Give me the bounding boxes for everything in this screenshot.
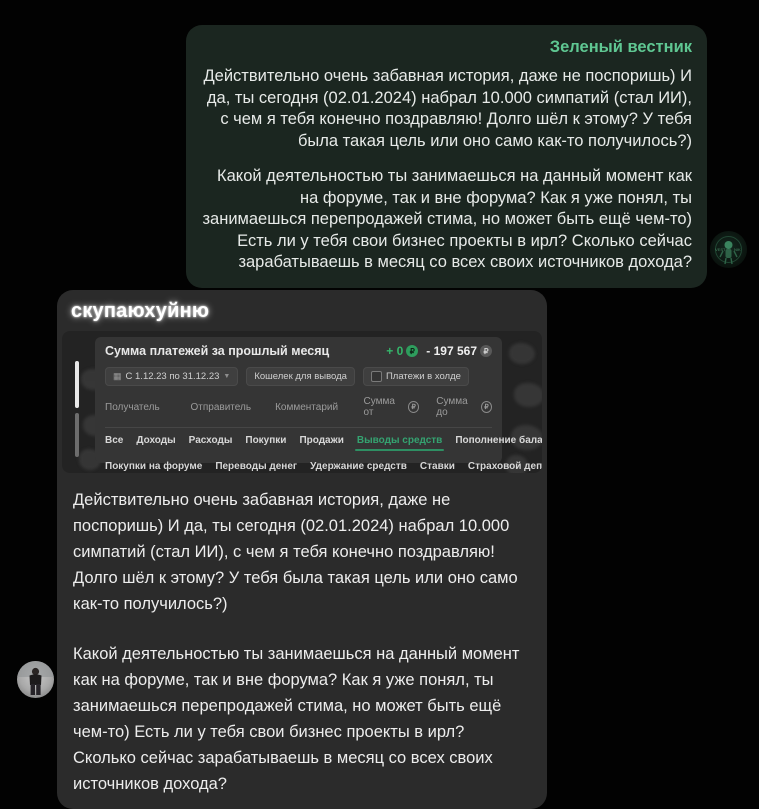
tab-bets[interactable]: Ставки: [419, 461, 455, 472]
ruble-icon: ₽: [408, 401, 420, 413]
tab-balance-topup[interactable]: Пополнение баланса: [455, 435, 542, 446]
tab-sales[interactable]: Продажи: [299, 435, 344, 446]
date-range-filter[interactable]: ▦ С 1.12.23 по 31.12.23 ▼: [105, 367, 239, 386]
skeleton-avatar-icon: VEST NIK: [715, 236, 742, 265]
tabs-row-1: Все Доходы Расходы Покупки Продажи Вывод…: [105, 435, 542, 451]
tabs-row-2: Покупки на форуме Переводы денег Удержан…: [105, 461, 542, 473]
message-paragraph: Действительно очень забавная история, да…: [203, 67, 692, 150]
tab-withdrawals-active[interactable]: Выводы средств: [354, 435, 445, 451]
ruble-icon: ₽: [481, 401, 492, 413]
payments-panel-header: Сумма платежей за прошлый месяц + 0 ₽ - …: [105, 344, 492, 358]
tab-money-transfers[interactable]: Переводы денег: [215, 461, 298, 472]
reply-paragraph: Действительно очень забавная история, да…: [73, 491, 518, 613]
comment-input[interactable]: Комментарий: [275, 401, 339, 413]
category-tabs: Все Доходы Расходы Покупки Продажи Вывод…: [105, 427, 542, 473]
svg-text:VEST: VEST: [715, 247, 726, 252]
svg-text:NIK: NIK: [734, 247, 741, 252]
username[interactable]: скупаюхуйню: [71, 300, 210, 322]
mammoth-pattern-icon: [509, 343, 535, 364]
avatar-skupayu[interactable]: [17, 661, 54, 698]
tab-all[interactable]: Все: [105, 435, 124, 446]
sender-input[interactable]: Отправитель: [190, 401, 252, 413]
scrollbar-thumb[interactable]: [75, 361, 79, 408]
ruble-icon: ₽: [406, 345, 419, 357]
tab-expenses[interactable]: Расходы: [188, 435, 233, 446]
payments-totals: + 0 ₽ - 197 567 ₽: [386, 344, 492, 358]
expense-total: - 197 567 ₽: [426, 344, 492, 358]
embedded-payments-screenshot[interactable]: Сумма платежей за прошлый месяц + 0 ₽ - …: [62, 331, 542, 473]
checkbox-icon: [370, 371, 382, 382]
chevron-down-icon: ▼: [223, 373, 231, 380]
amount-from-input[interactable]: Сумма от ₽: [363, 396, 420, 418]
payments-title: Сумма платежей за прошлый месяц: [105, 344, 330, 358]
person-photo-icon: [17, 661, 54, 695]
recipient-input[interactable]: Получатель: [105, 401, 160, 413]
message-paragraph: Какой деятельностью ты занимаешься на да…: [202, 167, 692, 271]
mammoth-pattern-icon: [511, 425, 542, 450]
amount-to-input[interactable]: Сумма до ₽: [436, 396, 492, 418]
tab-income[interactable]: Доходы: [136, 435, 176, 446]
sender-name[interactable]: Зеленый вестник: [549, 38, 692, 56]
mammoth-pattern-icon: [514, 383, 542, 407]
reply-paragraph: Какой деятельностью ты занимаешься на да…: [73, 645, 520, 793]
hold-payments-checkbox[interactable]: Платежи в холде: [362, 367, 469, 386]
income-total: + 0 ₽: [386, 344, 419, 358]
wallet-filter[interactable]: Кошелек для вывода: [246, 367, 355, 386]
mammoth-pattern-icon: [506, 455, 528, 473]
ruble-icon: ₽: [480, 345, 492, 357]
scrollbar-track[interactable]: [75, 413, 79, 457]
tab-insurance-deposit[interactable]: Страховой депозит: [467, 461, 542, 472]
message-bubble-skupayu: скупаюхуйню Сумма платежей за прошлый ме…: [57, 290, 547, 809]
tab-funds-hold[interactable]: Удержание средств: [310, 461, 407, 472]
tab-purchases[interactable]: Покупки: [245, 435, 287, 446]
avatar-green-vestnik[interactable]: VEST NIK: [710, 231, 747, 268]
filter-row: ▦ С 1.12.23 по 31.12.23 ▼ Кошелек для вы…: [105, 367, 492, 386]
calendar-icon: ▦: [113, 371, 122, 381]
payments-panel: Сумма платежей за прошлый месяц + 0 ₽ - …: [95, 337, 542, 472]
search-fields-row: Получатель Отправитель Комментарий Сумма…: [105, 396, 492, 418]
message-bubble-green-vestnik: Зеленый вестник Действительно очень заба…: [186, 25, 707, 288]
tab-forum-purchases[interactable]: Покупки на форуме: [105, 461, 203, 472]
